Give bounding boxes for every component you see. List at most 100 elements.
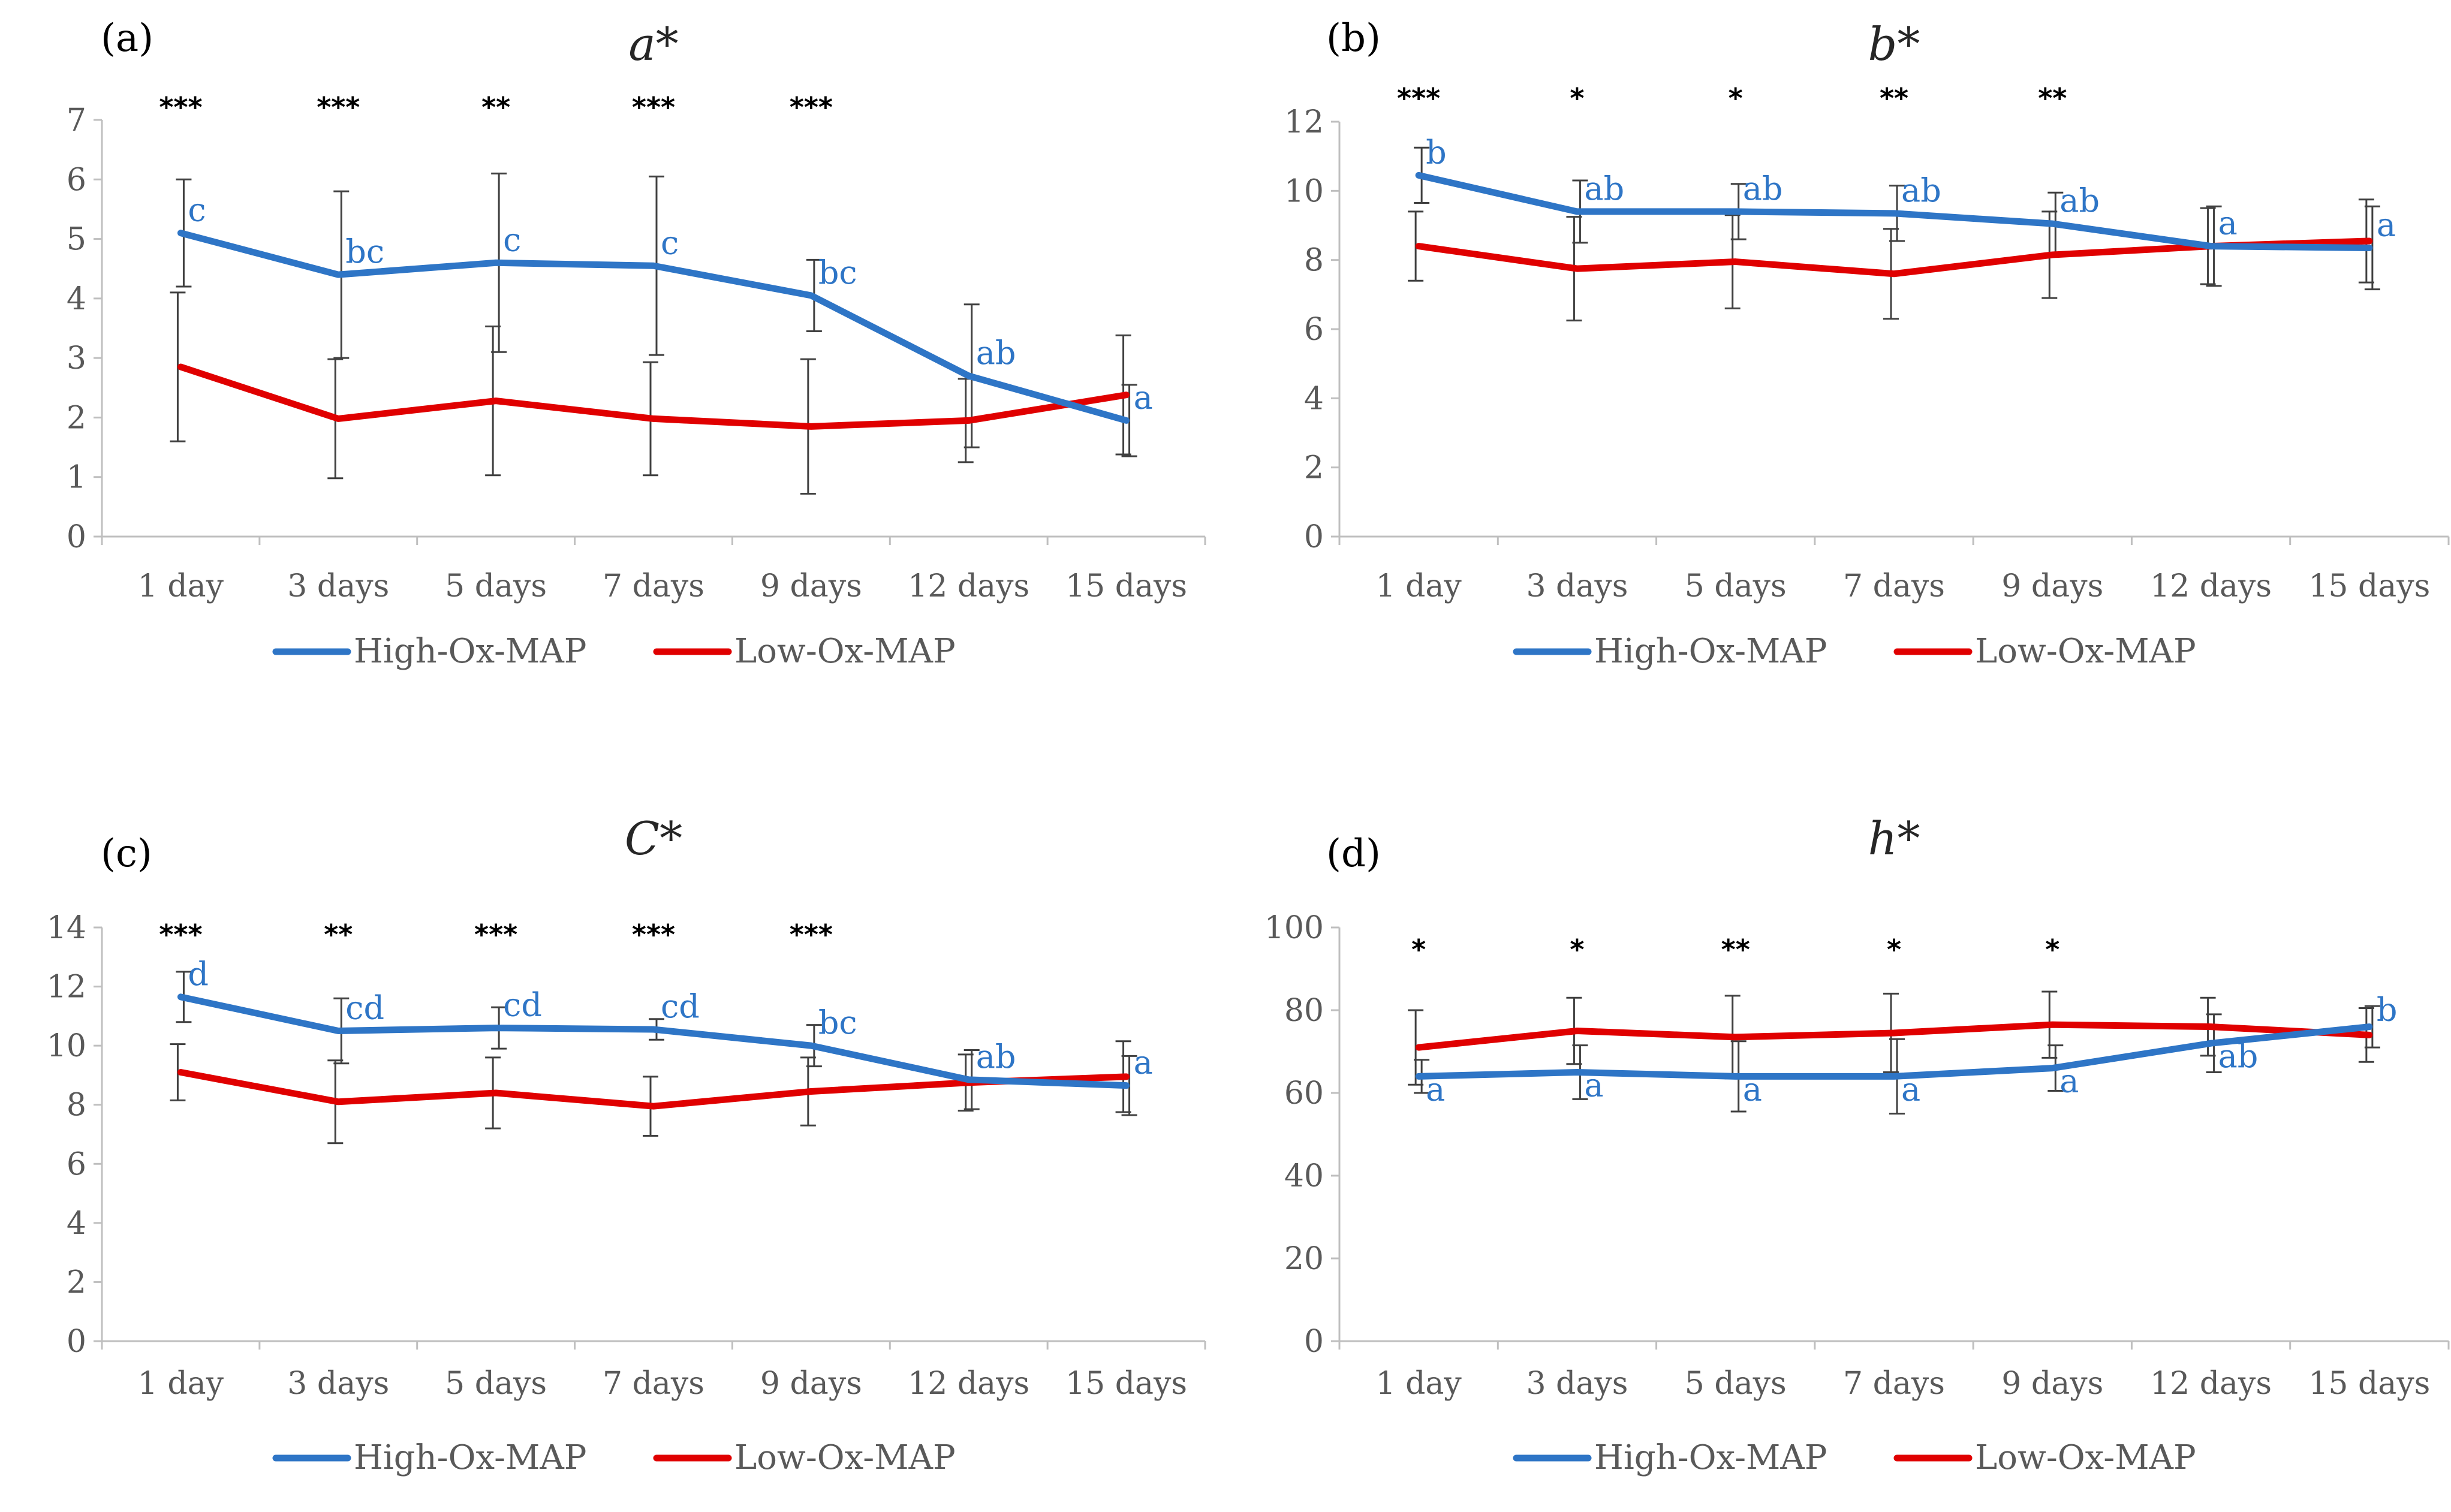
y-tick-label: 0 bbox=[67, 1324, 86, 1360]
data-point-low bbox=[2368, 1034, 2370, 1036]
y-tick-label: 5 bbox=[67, 222, 86, 258]
group-letter: b bbox=[2377, 991, 2398, 1029]
data-point-high bbox=[1125, 420, 1127, 421]
chart-panel-a: (a) a* 0 1 2 3 4 5 6 7 1 day 3 days 5 days 7 days 9 da… bbox=[0, 0, 1226, 731]
data-point-high bbox=[180, 232, 182, 234]
x-tick-label: 3 days bbox=[287, 1366, 389, 1402]
x-tick-label: 15 days bbox=[1065, 568, 1187, 604]
y-tick-label: 2 bbox=[67, 400, 86, 436]
significance-marker: *** bbox=[790, 918, 833, 951]
significance-marker: ** bbox=[481, 91, 510, 124]
y-tick-label: 60 bbox=[1284, 1076, 1324, 1112]
group-letter: a bbox=[1901, 1070, 1920, 1108]
chart-title: C* bbox=[625, 812, 682, 865]
data-point-low bbox=[1576, 268, 1578, 270]
data-point-high bbox=[1576, 1071, 1578, 1073]
data-point-high bbox=[1893, 212, 1895, 214]
significance-marker: ** bbox=[324, 918, 353, 951]
significance-marker: *** bbox=[790, 91, 833, 124]
x-tick-label: 3 days bbox=[1526, 568, 1628, 604]
group-letter: a bbox=[1584, 1067, 1603, 1104]
x-tick-label: 5 days bbox=[1685, 1366, 1787, 1402]
data-point-low bbox=[2052, 254, 2053, 256]
y-tick-label: 0 bbox=[1304, 519, 1324, 555]
x-tick-label: 5 days bbox=[445, 568, 547, 604]
x-tick-label: 12 days bbox=[2150, 1366, 2272, 1402]
x-tick-label: 12 days bbox=[908, 568, 1029, 604]
significance-marker: * bbox=[1887, 933, 1901, 966]
x-tick-label: 12 days bbox=[2150, 568, 2272, 604]
legend: High-Ox-MAP Low-Ox-MAP bbox=[1513, 632, 2196, 671]
data-point-low bbox=[810, 1091, 812, 1092]
group-letter: bc bbox=[818, 254, 857, 291]
group-letter: b bbox=[1426, 133, 1447, 171]
legend-label-high: High-Ox-MAP bbox=[1594, 1438, 1827, 1477]
y-tick-label: 0 bbox=[1304, 1324, 1324, 1360]
significance-marker: ** bbox=[1721, 933, 1750, 966]
legend-label-low: Low-Ox-MAP bbox=[734, 632, 956, 671]
panel-label: (b) bbox=[1326, 16, 1381, 61]
group-letter: cd bbox=[503, 986, 542, 1024]
chart-title: h* bbox=[1868, 812, 1920, 865]
data-point-high bbox=[2210, 245, 2212, 247]
data-point-high bbox=[810, 294, 812, 296]
x-tick-label: 5 days bbox=[445, 1366, 547, 1402]
y-tick-label: 6 bbox=[1304, 312, 1324, 348]
x-tick-label: 5 days bbox=[1685, 568, 1787, 604]
y-tick-label: 7 bbox=[67, 103, 86, 138]
x-tick-label: 9 days bbox=[760, 1366, 862, 1402]
data-point-high bbox=[1893, 1076, 1895, 1077]
y-tick-label: 1 bbox=[67, 460, 86, 496]
x-tick-label: 1 day bbox=[1376, 568, 1462, 604]
chart-panel-c: (c) C* 0 2 4 6 8 10 12 14 1 day 3 days 5 days 7 days 9… bbox=[0, 755, 1226, 1509]
data-point-low bbox=[2368, 240, 2370, 242]
y-tick-label: 10 bbox=[47, 1028, 86, 1064]
x-tick-label: 1 day bbox=[138, 1366, 224, 1402]
significance-marker: *** bbox=[159, 918, 202, 951]
legend: High-Ox-MAP Low-Ox-MAP bbox=[272, 632, 956, 671]
significance-marker: ** bbox=[1880, 82, 1908, 115]
significance-marker: *** bbox=[159, 91, 202, 124]
x-tick-label: 3 days bbox=[1526, 1366, 1628, 1402]
chart-svg: (a) a* 0 1 2 3 4 5 6 7 1 day 3 days 5 days 7 days 9 da… bbox=[67, 16, 1206, 671]
data-point-high bbox=[1576, 210, 1578, 212]
panel-label: (c) bbox=[101, 832, 152, 876]
data-point-low bbox=[1125, 394, 1127, 396]
significance-marker: * bbox=[1729, 82, 1743, 115]
chart-title: b* bbox=[1868, 17, 1920, 71]
x-tick-label: 9 days bbox=[2001, 568, 2103, 604]
series-line-high bbox=[177, 230, 1130, 424]
panel-label: (a) bbox=[101, 16, 153, 61]
data-point-low bbox=[2052, 1024, 2053, 1026]
data-point-low bbox=[1893, 273, 1895, 275]
significance-marker: * bbox=[1570, 82, 1584, 115]
x-tick-label: 7 days bbox=[603, 1366, 704, 1402]
data-point-low bbox=[1125, 1076, 1127, 1077]
significance-marker: *** bbox=[317, 91, 360, 124]
data-point-low bbox=[1576, 1030, 1578, 1032]
y-tick-label: 4 bbox=[67, 281, 86, 317]
y-tick-label: 40 bbox=[1284, 1158, 1324, 1194]
x-tick-label: 12 days bbox=[908, 1366, 1029, 1402]
chart-title: a* bbox=[628, 17, 678, 71]
data-point-low bbox=[1893, 1032, 1895, 1034]
x-tick-label: 1 day bbox=[1376, 1366, 1462, 1402]
y-tick-label: 20 bbox=[1284, 1241, 1324, 1277]
group-letter: a bbox=[1426, 1070, 1445, 1108]
data-point-low bbox=[495, 400, 497, 402]
y-tick-label: 2 bbox=[67, 1264, 86, 1300]
y-tick-label: 3 bbox=[67, 341, 86, 377]
group-letter: c bbox=[188, 191, 206, 229]
data-point-low bbox=[1418, 245, 1420, 247]
data-point-high bbox=[338, 1030, 339, 1032]
x-tick-label: 9 days bbox=[760, 568, 862, 604]
data-point-high bbox=[1735, 1076, 1736, 1077]
group-letter: cd bbox=[345, 989, 384, 1027]
data-point-low bbox=[1735, 1036, 1736, 1038]
group-letter: ab bbox=[2218, 1037, 2259, 1075]
data-point-high bbox=[2052, 223, 2053, 225]
data-point-high bbox=[2052, 1067, 2053, 1069]
series-line-low bbox=[177, 363, 1130, 430]
